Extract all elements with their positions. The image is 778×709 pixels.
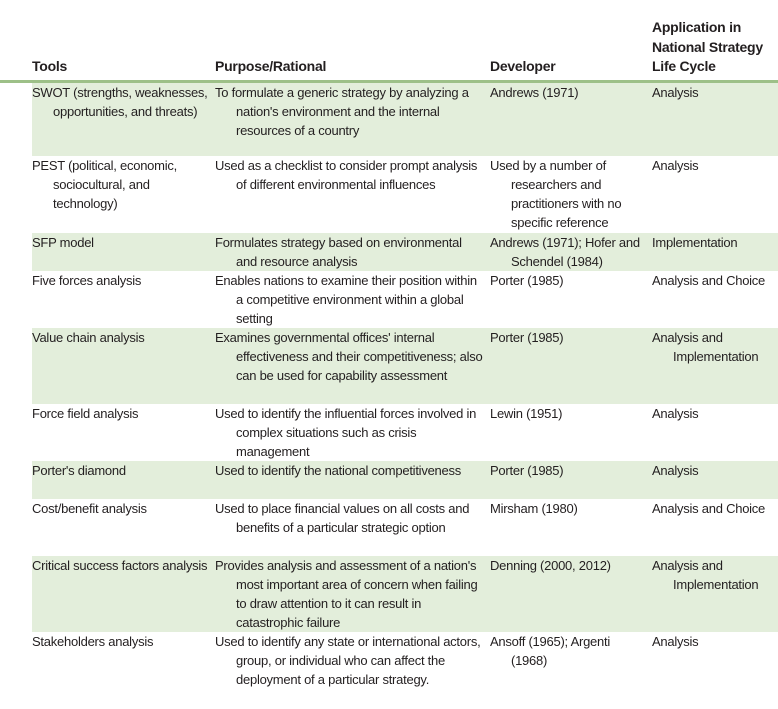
tool-cell: Force field analysis <box>32 404 215 461</box>
application-cell-text: Analysis <box>652 158 699 173</box>
application-cell-text: Analysis and Implementation <box>652 558 759 592</box>
tool-cell-text: SWOT (strengths, weaknesses, opportuniti… <box>32 84 208 119</box>
tool-cell-text: Five forces analysis <box>32 273 142 288</box>
purpose-cell: Formulates strategy based on environment… <box>215 233 490 271</box>
purpose-cell-text: Used to identify any state or internatio… <box>215 634 481 687</box>
tool-cell: SFP model <box>32 233 215 271</box>
tool-cell: Cost/benefit analysis <box>32 499 215 556</box>
application-cell-text: Analysis <box>652 634 699 649</box>
developer-cell: Lewin (1951) <box>490 404 652 461</box>
application-cell: Analysis <box>652 156 778 233</box>
developer-cell-text: Porter (1985) <box>490 330 564 345</box>
application-cell: Analysis and Choice <box>652 271 778 328</box>
purpose-cell-text: Used as a checklist to consider prompt a… <box>215 158 478 192</box>
tool-cell-text: PEST (political, economic, sociocultural… <box>32 158 177 211</box>
application-cell-text: Analysis <box>652 84 699 100</box>
developer-cell: Denning (2000, 2012) <box>490 556 652 632</box>
tool-cell-text: Porter's diamond <box>32 463 126 478</box>
header-tools: Tools <box>32 58 68 74</box>
application-cell: Analysis <box>652 404 778 461</box>
purpose-cell-text: Used to place financial values on all co… <box>215 501 470 535</box>
purpose-cell-text: Formulates strategy based on environment… <box>215 235 462 269</box>
tool-cell: Stakeholders analysis <box>32 632 215 709</box>
table-row: Force field analysis Used to identify the… <box>0 404 778 461</box>
application-cell-text: Analysis <box>652 463 699 478</box>
developer-cell: Mirsham (1980) <box>490 499 652 556</box>
application-cell-text: Analysis and Choice <box>652 501 766 516</box>
purpose-cell: To formulate a generic strategy by analy… <box>215 81 490 156</box>
developer-cell-text: Denning (2000, 2012) <box>490 558 611 573</box>
tool-cell: Critical success factors analysis <box>32 556 215 632</box>
developer-cell-text: Ansoff (1965); Argenti (1968) <box>490 634 611 668</box>
application-cell: Analysis and Implementation <box>652 556 778 632</box>
tool-cell-text: Force field analysis <box>32 406 139 421</box>
developer-cell-text: Porter (1985) <box>490 273 564 288</box>
table-row: SWOT (strengths, weaknesses, opportuniti… <box>0 81 778 156</box>
tool-cell-text: Value chain analysis <box>32 330 145 345</box>
developer-cell-text: Mirsham (1980) <box>490 501 578 516</box>
purpose-cell: Used to identify the national competitiv… <box>215 461 490 499</box>
application-cell: Analysis <box>652 632 778 709</box>
purpose-cell: Provides analysis and assessment of a na… <box>215 556 490 632</box>
application-cell-text: Analysis and Implementation <box>652 330 759 364</box>
developer-cell-text: Used by a number of researchers and prac… <box>490 158 622 230</box>
developer-cell: Used by a number of researchers and prac… <box>490 156 652 233</box>
purpose-cell-text: To formulate a generic strategy by analy… <box>215 84 469 138</box>
purpose-cell: Examines governmental offices' internal … <box>215 328 490 404</box>
application-cell: Analysis and Choice <box>652 499 778 556</box>
developer-cell-text: Porter (1985) <box>490 463 564 478</box>
purpose-cell: Used as a checklist to consider prompt a… <box>215 156 490 233</box>
purpose-cell: Used to identify any state or internatio… <box>215 632 490 709</box>
table-row: Value chain analysis Examines governmenta… <box>0 328 778 404</box>
developer-cell-text: Andrews (1971) <box>490 84 579 100</box>
tool-cell-text: SFP model <box>32 235 94 250</box>
header-purpose: Purpose/Rational <box>215 58 327 74</box>
table-row: SFP model Formulates strategy based on en… <box>0 233 778 271</box>
purpose-cell-text: Examines governmental offices' internal … <box>215 330 483 383</box>
tool-cell-text: Stakeholders analysis <box>32 634 154 649</box>
purpose-cell-text: Used to identify the influential forces … <box>215 406 477 459</box>
header-row: Tools Purpose/Rational Developer Applica… <box>0 0 778 81</box>
tool-cell: Porter's diamond <box>32 461 215 499</box>
application-cell: Analysis <box>652 81 778 156</box>
developer-cell: Andrews (1971) <box>490 81 652 156</box>
header-application: Application in National Strategy Life Cy… <box>652 19 763 74</box>
purpose-cell: Used to identify the influential forces … <box>215 404 490 461</box>
tool-cell: SWOT (strengths, weaknesses, opportuniti… <box>32 81 215 156</box>
table-row: Cost/benefit analysis Used to place finan… <box>0 499 778 556</box>
purpose-cell-text: Used to identify the national competitiv… <box>215 463 462 478</box>
developer-cell: Porter (1985) <box>490 328 652 404</box>
table-row: Porter's diamond Used to identify the nat… <box>0 461 778 499</box>
application-cell: Analysis and Implementation <box>652 328 778 404</box>
application-cell: Implementation <box>652 233 778 271</box>
developer-cell: Porter (1985) <box>490 271 652 328</box>
tool-cell-text: Critical success factors analysis <box>32 558 208 573</box>
developer-cell: Ansoff (1965); Argenti (1968) <box>490 632 652 709</box>
header-developer: Developer <box>490 58 556 74</box>
application-cell: Analysis <box>652 461 778 499</box>
application-cell-text: Analysis and Choice <box>652 273 766 288</box>
table-row: Five forces analysis Enables nations to e… <box>0 271 778 328</box>
developer-cell-text: Andrews (1971); Hofer and Schendel (1984… <box>490 235 640 269</box>
application-cell-text: Analysis <box>652 406 699 421</box>
table-row: Stakeholders analysis Used to identify an… <box>0 632 778 709</box>
table-row: Critical success factors analysis Provide… <box>0 556 778 632</box>
application-cell-text: Implementation <box>652 235 738 250</box>
tool-cell: Five forces analysis <box>32 271 215 328</box>
purpose-cell: Enables nations to examine their positio… <box>215 271 490 328</box>
table-row: PEST (political, economic, sociocultural… <box>0 156 778 233</box>
developer-cell: Andrews (1971); Hofer and Schendel (1984… <box>490 233 652 271</box>
purpose-cell: Used to place financial values on all co… <box>215 499 490 556</box>
tool-cell: PEST (political, economic, sociocultural… <box>32 156 215 233</box>
purpose-cell-text: Provides analysis and assessment of a na… <box>215 558 478 630</box>
purpose-cell-text: Enables nations to examine their positio… <box>215 273 477 326</box>
tool-cell-text: Cost/benefit analysis <box>32 501 147 516</box>
developer-cell-text: Lewin (1951) <box>490 406 563 421</box>
developer-cell: Porter (1985) <box>490 461 652 499</box>
tool-cell: Value chain analysis <box>32 328 215 404</box>
